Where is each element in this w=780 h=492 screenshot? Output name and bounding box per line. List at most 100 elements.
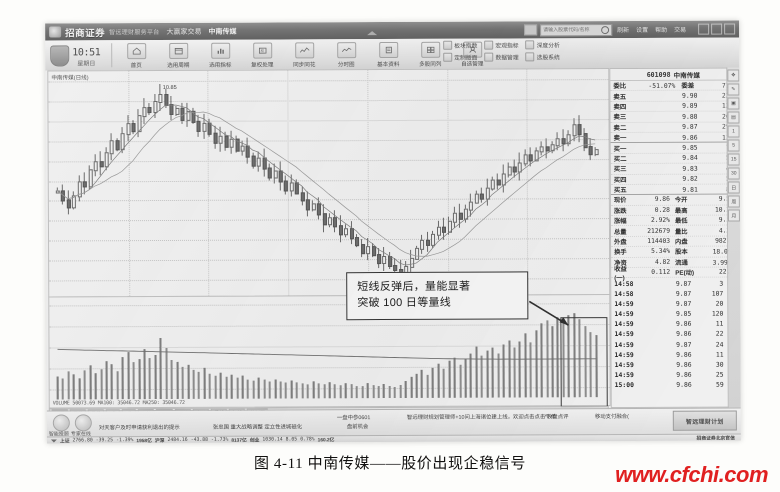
news-item-5[interactable]: *收盘点评 (544, 414, 569, 421)
toolbar-button-fundamentals[interactable]: 基本资料 (367, 40, 409, 68)
menu-item-macro[interactable]: 宏观指标 (484, 40, 519, 50)
candlestick (191, 71, 196, 294)
status-item[interactable]: 0.78% (300, 436, 315, 442)
bid-row[interactable]: 买二9.8454 (610, 153, 737, 165)
layout-icon[interactable] (524, 24, 538, 36)
tab-trade[interactable]: 大赢家交易 (166, 28, 202, 36)
draw-icon[interactable]: ✎ (727, 83, 740, 96)
news-item-2[interactable]: 盘前机会 (346, 424, 369, 431)
menu-item-deep-analysis[interactable]: 深度分析 (525, 40, 560, 50)
candlestick (480, 70, 485, 293)
search-icon[interactable] (601, 25, 610, 34)
news-item-4[interactable]: 智远理财规划管理师+10问上海诸位建上线，欢迎点击点击下单 (406, 414, 557, 421)
maximize-icon[interactable] (711, 23, 723, 35)
shield-icon (50, 44, 70, 66)
tick-volume: 59 (715, 380, 724, 389)
rail-period-1[interactable]: 1 (727, 125, 740, 138)
search-input[interactable]: 请输入股票代码/名称 (540, 23, 613, 36)
refresh-button[interactable]: 刷新 (617, 27, 630, 35)
toolbar-button-watchlist[interactable]: 自选管理 (451, 40, 493, 68)
trade-tick-row[interactable]: 14:589.873B (611, 278, 737, 289)
status-item[interactable]: 2766.80 (72, 437, 93, 443)
price-chart-panel[interactable]: 中南传媒(日线) 10.85 7.75 (47, 68, 611, 298)
rail-period-5[interactable]: 5 (727, 139, 740, 152)
toolbar-button-timeline[interactable]: 分时图 (325, 40, 367, 68)
toolbar-button-indicator[interactable]: 选用指标 (199, 41, 241, 69)
settings-button[interactable]: 设置 (636, 27, 649, 34)
status-item[interactable]: -1.73% (211, 437, 229, 443)
ask-row[interactable]: 卖四9.89132 (610, 101, 737, 113)
candlestick (131, 71, 136, 294)
window-icon[interactable]: ▣ (727, 97, 740, 110)
status-item[interactable]: 160.2亿 (317, 437, 335, 443)
toolbar-button-home[interactable]: 首页 (115, 41, 157, 69)
trade-tick-row[interactable]: 15:009.8659S (612, 380, 738, 391)
status-item[interactable]: -39.25 (95, 437, 114, 443)
table-icon[interactable]: ▤ (727, 111, 740, 124)
rail-period-15[interactable]: 15 (727, 153, 740, 166)
bid-row[interactable]: 买一9.8572 (610, 142, 737, 154)
ask-row[interactable]: 卖三9.88266 (610, 111, 737, 123)
candlestick (550, 69, 555, 292)
chevron-down-icon[interactable] (367, 31, 378, 36)
menu-item-custom-layout[interactable]: 定制版面 (443, 52, 477, 62)
trade-tick-row[interactable]: 14:599.8611S (612, 349, 738, 360)
trade-tick-row[interactable]: 14:599.85120S (611, 308, 737, 319)
menu-item-stock-screener[interactable]: 选股系统 (525, 52, 560, 62)
trade-button[interactable]: 交易 (674, 27, 687, 34)
volume-bar (507, 340, 511, 398)
move-icon[interactable]: ✥ (727, 69, 740, 82)
side-toolbar-rail[interactable]: ✥ ✎ ▣ ▤ 1 5 15 30 日周月 (726, 67, 741, 408)
status-item[interactable]: -1.39% (116, 437, 134, 443)
status-item[interactable]: 8.05 (285, 436, 298, 442)
candlestick (344, 70, 349, 293)
trade-tick-row[interactable]: 14:599.8720B (611, 298, 737, 309)
rail-period-周[interactable]: 周 (727, 195, 740, 208)
candlestick (322, 70, 327, 293)
toolbar-button-period[interactable]: 选用周期 (157, 41, 199, 69)
toolbar-button-sync[interactable]: 同步同花 (283, 40, 325, 68)
status-item[interactable]: 8137亿 (231, 438, 247, 444)
status-item[interactable]: 上证 (59, 438, 70, 444)
advisor-avatar-icon[interactable] (52, 414, 70, 432)
status-item[interactable]: 1030.14 (262, 436, 283, 443)
status-item[interactable]: 创业 (249, 438, 260, 444)
trade-tick-row[interactable]: 14:589.87107B (611, 288, 737, 299)
caret-down-icon[interactable] (50, 438, 57, 442)
menu-item-data-manage[interactable]: 数据管理 (484, 52, 519, 62)
rail-period-日[interactable]: 日 (727, 181, 740, 194)
trade-tick-row[interactable]: 14:599.8622B (611, 329, 737, 340)
trade-tick-list[interactable]: 14:589.873B14:589.87107B14:599.8720B14:5… (611, 278, 737, 391)
expert-avatar-icon[interactable] (74, 414, 92, 432)
tab-current-stock[interactable]: 中南传媒 (208, 28, 237, 36)
ask-row[interactable]: 卖一9.86135 (610, 132, 737, 144)
bid-row[interactable]: 买四9.8253 (610, 174, 737, 185)
help-button[interactable]: 帮助 (655, 27, 668, 34)
news-item-3[interactable]: 一盘中参0601 (336, 415, 371, 422)
trade-tick-row[interactable]: 14:599.8630S (612, 359, 738, 370)
tick-volume: 120 (711, 309, 724, 318)
trade-tick-row[interactable]: 14:599.8724B (611, 339, 737, 350)
rail-period-30[interactable]: 30 (727, 167, 740, 180)
trade-tick-row[interactable]: 14:599.8611B (611, 319, 737, 330)
ask-label: 卖四 (613, 103, 627, 112)
menu-item-sector-index[interactable]: 板块指数 (443, 40, 477, 50)
toolbar-button-multigrid[interactable]: 多股同列 (409, 40, 451, 68)
news-item-6[interactable]: 移动支付融合( (594, 413, 629, 421)
promo-banner[interactable]: 智远理财计划 (672, 410, 737, 431)
trade-tick-row[interactable]: 14:599.8625S (612, 370, 738, 381)
ask-row[interactable]: 卖五9.90234 (610, 90, 737, 102)
status-item[interactable]: -43.88 (190, 437, 209, 443)
bid-row[interactable]: 买三9.8341 (610, 163, 737, 175)
ask-row[interactable]: 卖二9.87292 (610, 122, 737, 134)
close-icon[interactable] (724, 23, 736, 35)
news-item-0[interactable]: 对天客户及时申请获利退出的提示 (98, 424, 180, 432)
rail-period-月[interactable]: 月 (727, 209, 740, 222)
toolbar-button-adjust[interactable]: 权 复权处理 (241, 40, 283, 69)
news-item-1[interactable]: 张忠国 重大战略调整 定立性进城磁化 (212, 424, 303, 431)
minimize-icon[interactable] (698, 23, 710, 35)
bid-row[interactable]: 买五9.8183 (610, 184, 737, 196)
status-item[interactable]: 2484.16 (167, 437, 188, 443)
status-item[interactable]: 1958亿 (136, 438, 152, 444)
status-item[interactable]: 沪深 (154, 438, 165, 444)
